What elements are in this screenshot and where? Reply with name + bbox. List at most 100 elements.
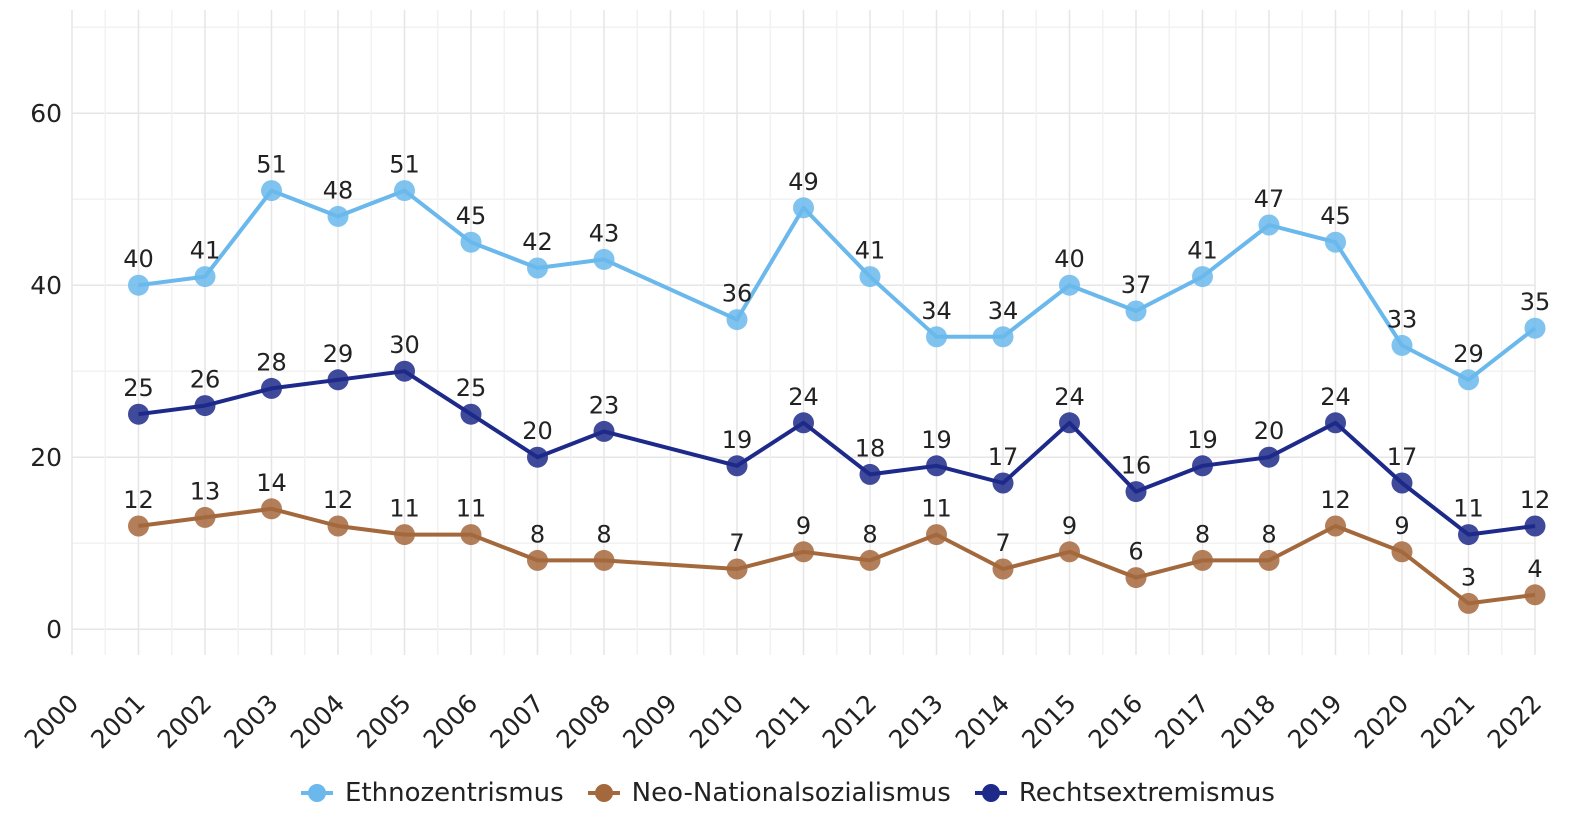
data-label: 8: [1261, 520, 1276, 548]
data-label: 16: [1121, 452, 1152, 480]
data-point: [1325, 515, 1346, 537]
data-point: [859, 549, 881, 571]
x-tick-label: 2012: [817, 689, 882, 754]
data-label: 35: [1520, 288, 1551, 316]
data-point: [1458, 524, 1479, 546]
data-label: 45: [1320, 202, 1351, 230]
data-point: [1059, 412, 1080, 434]
data-point: [1125, 481, 1147, 503]
x-tick-label: 2001: [85, 689, 150, 754]
data-point: [859, 266, 881, 288]
x-tick-label: 2022: [1482, 689, 1547, 754]
data-point: [460, 231, 482, 253]
data-label: 51: [389, 151, 420, 179]
data-point: [261, 377, 282, 399]
data-label: 41: [855, 237, 886, 265]
data-point: [327, 369, 349, 391]
data-label: 9: [1394, 512, 1409, 540]
legend-marker-dot: [308, 784, 327, 802]
data-point: [261, 498, 282, 520]
data-point: [1125, 300, 1147, 322]
data-point: [793, 541, 814, 563]
series-2: 25 26 28 29 30 25 20 23 19 24 18 19 17 24 16 19 20 24 17 11…: [123, 331, 1550, 546]
data-point: [1059, 274, 1080, 296]
data-label: 40: [1054, 245, 1085, 273]
data-label: 43: [589, 219, 620, 247]
legend-item-ethnozentrismus: Ethnozentrismus: [301, 778, 564, 808]
data-label: 47: [1254, 185, 1285, 213]
x-tick-label: 2004: [285, 689, 350, 754]
x-tick-label: 2016: [1083, 689, 1148, 754]
data-point: [1125, 567, 1147, 589]
x-tick-label: 2010: [684, 689, 749, 754]
data-label: 49: [788, 168, 819, 196]
data-point: [460, 524, 482, 546]
data-point: [1458, 592, 1479, 614]
legend-label-rechtsextremismus: Rechtsextremismus: [1018, 778, 1275, 808]
data-label: 12: [323, 486, 354, 514]
data-label: 24: [1320, 383, 1351, 411]
data-point: [1391, 334, 1413, 356]
x-tick-label: 2005: [351, 689, 416, 754]
data-point: [593, 248, 615, 270]
data-point: [1325, 231, 1346, 253]
data-label: 33: [1387, 305, 1418, 333]
data-point: [527, 446, 548, 468]
data-label: 7: [729, 529, 744, 557]
data-label: 6: [1128, 538, 1143, 566]
data-label: 17: [1387, 443, 1418, 471]
data-point: [1391, 472, 1413, 494]
data-label: 45: [456, 202, 487, 230]
data-point: [926, 326, 947, 348]
data-point: [460, 403, 482, 425]
legend-item-rechtsextremismus: Rechtsextremismus: [974, 778, 1275, 808]
data-label: 20: [1254, 417, 1285, 445]
y-tick-label: 60: [30, 99, 62, 128]
data-point: [128, 274, 149, 296]
data-point: [1192, 266, 1213, 288]
data-point: [261, 180, 282, 202]
data-label: 11: [921, 495, 952, 523]
data-point: [394, 360, 415, 382]
data-point: [1524, 584, 1546, 606]
x-tick-label: 2000: [19, 689, 84, 754]
data-label: 37: [1121, 271, 1152, 299]
data-point: [327, 515, 349, 537]
legend-marker-dot: [981, 784, 1000, 802]
data-point: [859, 463, 881, 485]
data-label: 19: [1187, 426, 1218, 454]
legend-marker-dot: [594, 784, 613, 802]
data-label: 51: [256, 151, 287, 179]
data-point: [926, 455, 947, 477]
data-label: 42: [522, 228, 553, 256]
series-1: 12 13 14 12 11 11 8 8 7 9 8 11 7 9 6 8 8 12 9 3 4: [123, 469, 1546, 614]
x-tick-label: 2011: [750, 689, 815, 754]
x-tick-label: 2009: [617, 689, 682, 754]
data-point: [527, 257, 548, 279]
legend-item-neo-nationalsozialismus: Neo-Nationalsozialismus: [587, 778, 951, 808]
data-label: 28: [256, 348, 287, 376]
data-point: [1192, 549, 1213, 571]
legend-marker-ethnozentrismus: [301, 783, 334, 803]
data-point: [793, 412, 814, 434]
x-tick-label: 2017: [1149, 689, 1214, 754]
data-point: [793, 197, 814, 219]
x-tick-label: 2007: [484, 689, 549, 754]
data-point: [194, 395, 216, 417]
legend-label-neo-nationalsozialismus: Neo-Nationalsozialismus: [631, 778, 951, 808]
data-point: [1325, 412, 1346, 434]
y-tick-label: 20: [30, 443, 62, 472]
legend: Ethnozentrismus Neo-Nationalsozialismus …: [0, 778, 1576, 808]
data-label: 8: [1195, 520, 1210, 548]
data-point: [1258, 214, 1280, 236]
data-label: 40: [123, 245, 154, 273]
data-label: 18: [855, 434, 886, 462]
data-point: [593, 549, 615, 571]
data-label: 9: [796, 512, 811, 540]
data-label: 8: [862, 520, 877, 548]
legend-marker-neo-nationalsozialismus: [587, 783, 620, 803]
data-point: [726, 309, 748, 331]
x-tick-label: 2015: [1016, 689, 1081, 754]
data-label: 9: [1062, 512, 1077, 540]
